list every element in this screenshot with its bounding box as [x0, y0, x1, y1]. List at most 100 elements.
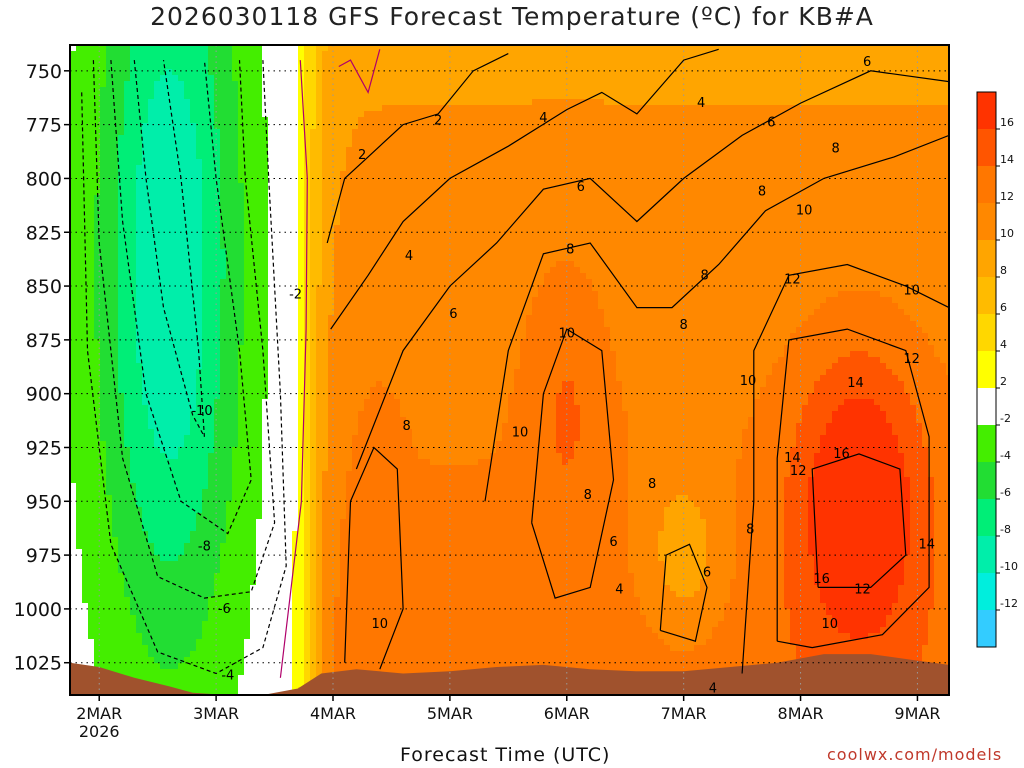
temperature-cell	[82, 45, 89, 52]
temperature-cell	[214, 471, 221, 478]
temperature-cell	[202, 111, 209, 118]
temperature-cell	[334, 303, 341, 310]
temperature-cell	[262, 327, 269, 334]
temperature-cell	[94, 651, 101, 658]
temperature-cell	[100, 375, 107, 382]
temperature-cell	[226, 195, 233, 202]
temperature-cell	[202, 243, 209, 250]
temperature-cell	[328, 111, 335, 118]
temperature-cell	[172, 615, 179, 622]
temperature-cell	[274, 57, 281, 64]
temperature-cell	[112, 645, 119, 652]
temperature-cell	[82, 279, 89, 286]
temperature-cell	[328, 489, 335, 496]
temperature-cell	[130, 141, 137, 148]
temperature-cell	[166, 675, 173, 682]
temperature-cell	[100, 561, 107, 568]
temperature-cell	[142, 567, 149, 574]
temperature-cell	[136, 165, 143, 172]
temperature-cell	[166, 81, 173, 88]
temperature-cell	[232, 633, 239, 640]
temperature-cell	[208, 303, 215, 310]
temperature-cell	[190, 687, 197, 694]
temperature-cell	[262, 45, 269, 52]
temperature-cell	[298, 327, 305, 334]
temperature-cell	[70, 207, 77, 214]
temperature-cell	[124, 231, 131, 238]
temperature-cell	[106, 555, 113, 562]
temperature-cell	[154, 621, 161, 628]
temperature-cell	[256, 585, 263, 592]
temperature-cell	[334, 411, 341, 418]
temperature-cell	[280, 675, 287, 682]
temperature-cell	[214, 207, 221, 214]
temperature-cell	[268, 609, 275, 616]
temperature-cell	[190, 303, 197, 310]
temperature-cell	[340, 267, 347, 274]
temperature-cell	[136, 441, 143, 448]
temperature-cell	[142, 639, 149, 646]
temperature-cell	[232, 51, 239, 58]
temperature-cell	[292, 339, 299, 346]
temperature-cell	[244, 639, 251, 646]
temperature-cell	[274, 147, 281, 154]
temperature-cell	[76, 69, 83, 76]
temperature-cell	[298, 525, 305, 532]
temperature-cell	[130, 105, 137, 112]
temperature-cell	[328, 177, 335, 184]
temperature-cell	[316, 513, 323, 520]
temperature-cell	[334, 639, 341, 646]
temperature-cell	[268, 489, 275, 496]
temperature-cell	[262, 447, 269, 454]
temperature-cell	[154, 207, 161, 214]
temperature-cell	[250, 525, 257, 532]
temperature-cell	[274, 417, 281, 424]
temperature-cell	[310, 465, 317, 472]
temperature-cell	[82, 543, 89, 550]
temperature-cell	[106, 543, 113, 550]
temperature-cell	[172, 567, 179, 574]
temperature-cell	[208, 69, 215, 76]
temperature-cell	[106, 315, 113, 322]
temperature-cell	[190, 81, 197, 88]
temperature-cell	[106, 69, 113, 76]
temperature-cell	[202, 687, 209, 694]
temperature-cell	[190, 663, 197, 670]
temperature-cell	[334, 657, 341, 664]
temperature-cell	[82, 567, 89, 574]
temperature-cell	[160, 429, 167, 436]
temperature-cell	[310, 183, 317, 190]
temperature-cell	[310, 399, 317, 406]
temperature-cell	[76, 237, 83, 244]
temperature-cell	[286, 387, 293, 394]
temperature-cell	[292, 621, 299, 628]
temperature-cell	[124, 237, 131, 244]
temperature-cell	[148, 543, 155, 550]
temperature-cell	[184, 387, 191, 394]
temperature-cell	[154, 69, 161, 76]
temperature-cell	[76, 495, 83, 502]
temperature-cell	[112, 75, 119, 82]
temperature-cell	[256, 249, 263, 256]
temperature-cell	[214, 543, 221, 550]
temperature-cell	[274, 657, 281, 664]
temperature-cell	[82, 627, 89, 634]
temperature-cell	[178, 549, 185, 556]
temperature-cell	[238, 477, 245, 484]
temperature-cell	[232, 63, 239, 70]
temperature-cell	[268, 111, 275, 118]
temperature-cell	[274, 429, 281, 436]
temperature-cell	[184, 645, 191, 652]
temperature-cell	[250, 639, 257, 646]
temperature-cell	[124, 417, 131, 424]
temperature-cell	[310, 639, 317, 646]
temperature-cell	[148, 561, 155, 568]
temperature-cell	[280, 135, 287, 142]
temperature-cell	[226, 261, 233, 268]
temperature-cell	[208, 507, 215, 514]
temperature-cell	[112, 213, 119, 220]
temperature-cell	[268, 363, 275, 370]
temperature-cell	[268, 507, 275, 514]
temperature-cell	[130, 165, 137, 172]
temperature-cell	[112, 117, 119, 124]
